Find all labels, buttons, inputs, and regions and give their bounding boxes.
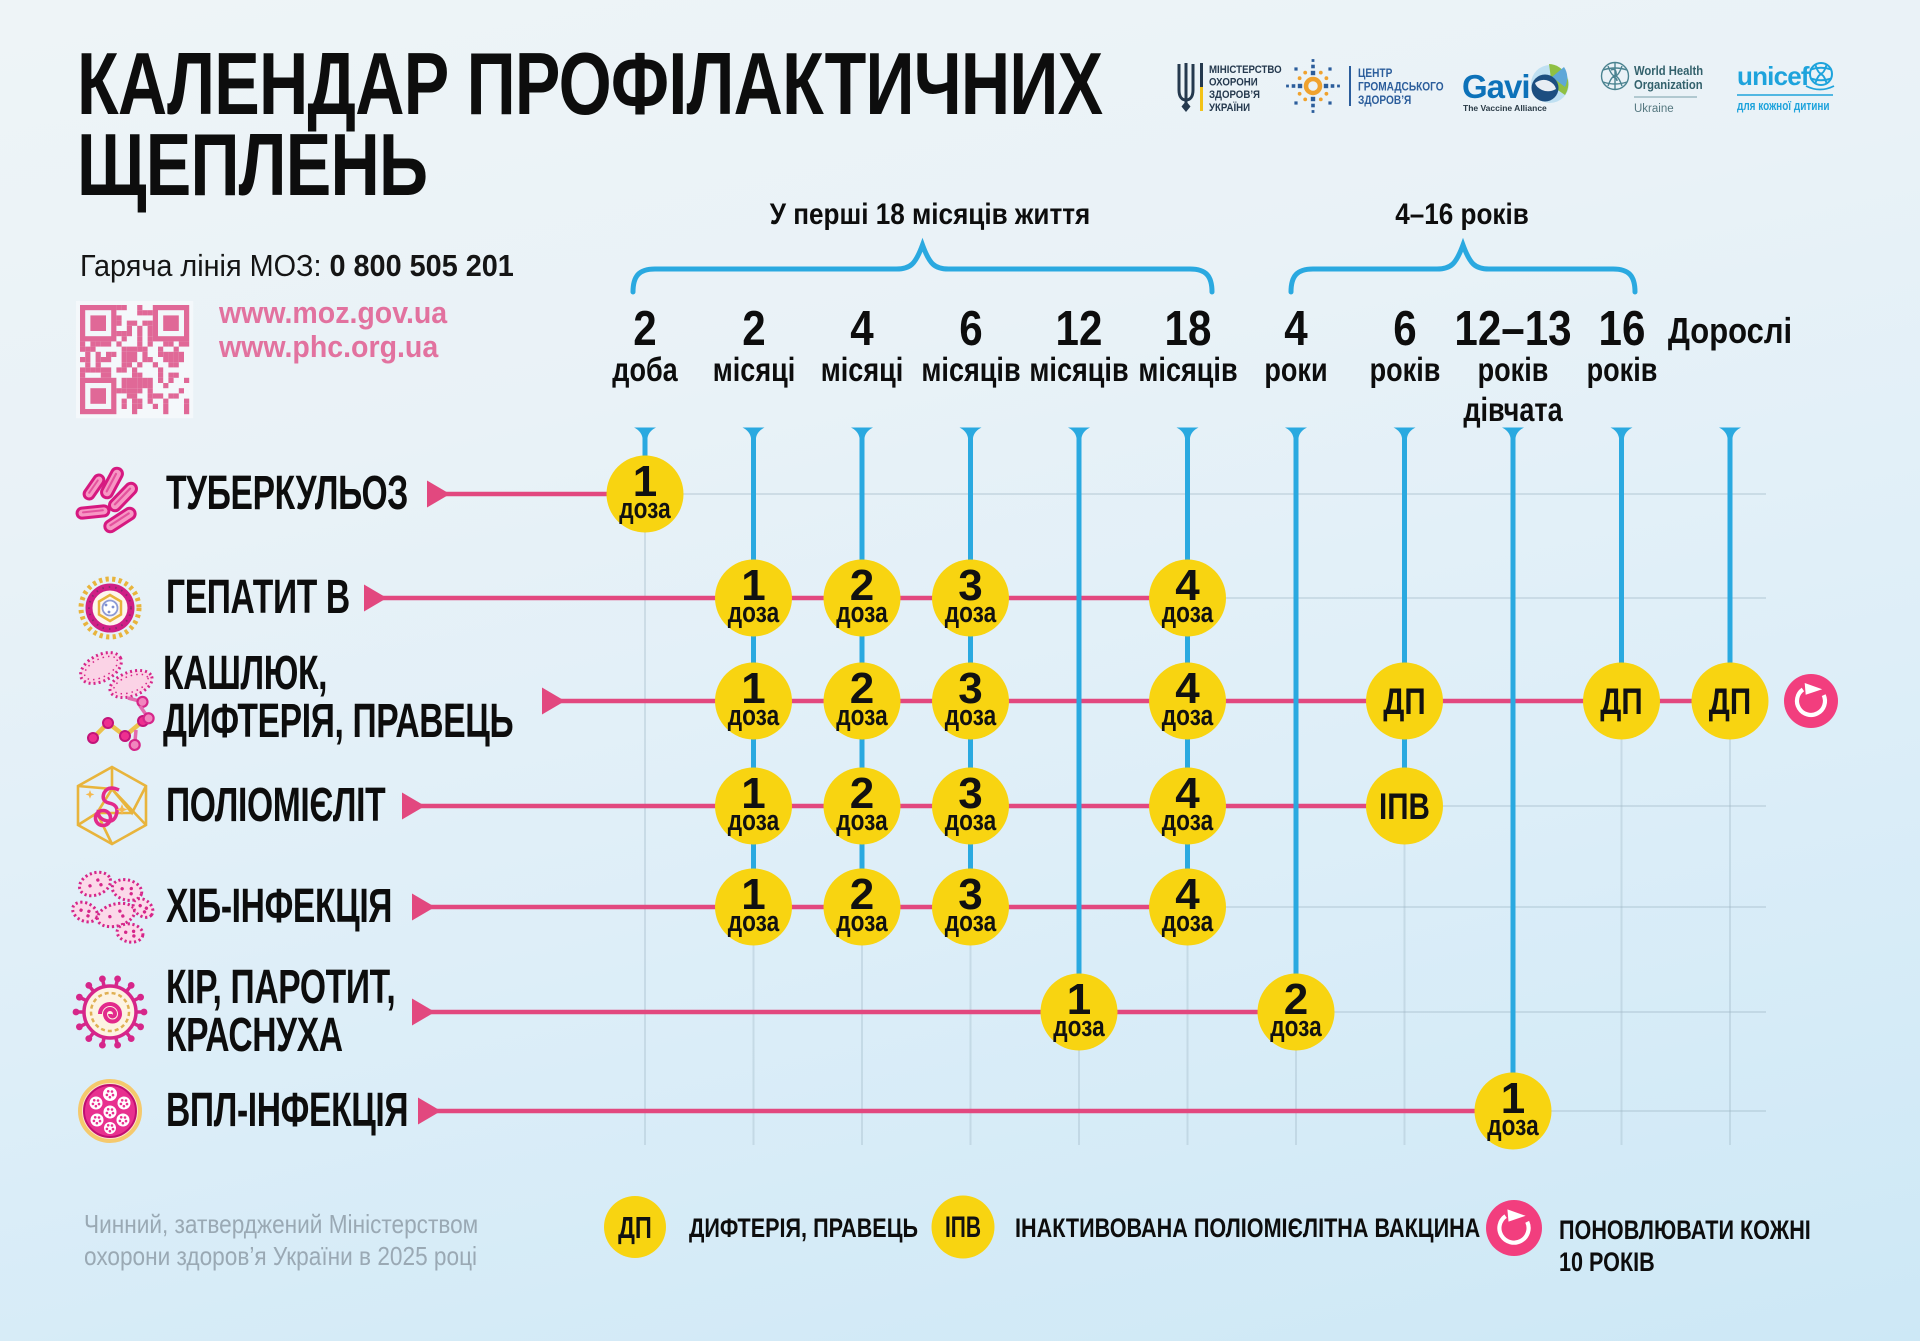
svg-text:доза: доза bbox=[728, 803, 780, 836]
svg-text:1: 1 bbox=[633, 457, 657, 506]
svg-text:2: 2 bbox=[850, 870, 874, 919]
svg-text:доза: доза bbox=[836, 595, 888, 628]
svg-text:доза: доза bbox=[836, 698, 888, 731]
svg-text:ІПВ: ІПВ bbox=[1379, 787, 1430, 828]
svg-text:ЗДОРОВ’Я: ЗДОРОВ’Я bbox=[1358, 94, 1411, 107]
svg-text:The Vaccine Alliance: The Vaccine Alliance bbox=[1463, 103, 1547, 113]
svg-text:1: 1 bbox=[1501, 1074, 1525, 1123]
svg-text:доза: доза bbox=[836, 803, 888, 836]
svg-text:УКРАЇНИ: УКРАЇНИ bbox=[1209, 100, 1250, 114]
svg-text:ОХОРОНИ: ОХОРОНИ bbox=[1209, 77, 1258, 89]
svg-text:ДП: ДП bbox=[1383, 682, 1425, 723]
svg-text:доза: доза bbox=[945, 698, 997, 731]
svg-text:доза: доза bbox=[1162, 698, 1214, 731]
svg-text:для кожної дитини: для кожної дитини bbox=[1737, 100, 1830, 113]
svg-text:доза: доза bbox=[619, 491, 671, 524]
svg-text:1: 1 bbox=[741, 664, 765, 713]
svg-text:доза: доза bbox=[945, 803, 997, 836]
svg-text:3: 3 bbox=[958, 870, 982, 919]
svg-text:2: 2 bbox=[850, 561, 874, 610]
svg-text:доза: доза bbox=[728, 904, 780, 937]
svg-text:доза: доза bbox=[1053, 1009, 1105, 1042]
svg-text:Gavi: Gavi bbox=[1462, 68, 1530, 105]
svg-text:2: 2 bbox=[1284, 975, 1308, 1024]
svg-text:ДП: ДП bbox=[618, 1210, 652, 1245]
svg-text:доза: доза bbox=[836, 904, 888, 937]
svg-text:ДП: ДП bbox=[1600, 682, 1642, 723]
svg-text:1: 1 bbox=[741, 870, 765, 919]
svg-text:Organization: Organization bbox=[1634, 77, 1703, 92]
svg-text:unicef: unicef bbox=[1737, 61, 1810, 91]
svg-text:2: 2 bbox=[850, 769, 874, 818]
svg-text:доза: доза bbox=[1162, 595, 1214, 628]
svg-text:1: 1 bbox=[741, 561, 765, 610]
svg-text:доза: доза bbox=[1487, 1108, 1539, 1141]
svg-text:3: 3 bbox=[958, 769, 982, 818]
svg-text:1: 1 bbox=[741, 769, 765, 818]
svg-text:Ukraine: Ukraine bbox=[1634, 103, 1674, 115]
svg-text:доза: доза bbox=[1162, 904, 1214, 937]
svg-text:доза: доза bbox=[945, 904, 997, 937]
svg-text:ЦЕНТР: ЦЕНТР bbox=[1358, 67, 1392, 80]
svg-text:ЗДОРОВ’Я: ЗДОРОВ’Я bbox=[1209, 90, 1260, 102]
svg-text:1: 1 bbox=[1067, 975, 1091, 1024]
svg-text:4: 4 bbox=[1175, 769, 1200, 818]
svg-text:доза: доза bbox=[728, 595, 780, 628]
svg-text:3: 3 bbox=[958, 664, 982, 713]
svg-text:ІПВ: ІПВ bbox=[945, 1212, 981, 1244]
svg-text:4: 4 bbox=[1175, 561, 1200, 610]
svg-text:доза: доза bbox=[1270, 1009, 1322, 1042]
svg-text:ГРОМАДСЬКОГО: ГРОМАДСЬКОГО bbox=[1358, 81, 1444, 94]
svg-text:ДП: ДП bbox=[1709, 682, 1751, 723]
svg-text:доза: доза bbox=[945, 595, 997, 628]
svg-text:доза: доза bbox=[728, 698, 780, 731]
svg-text:4: 4 bbox=[1175, 664, 1200, 713]
svg-text:World Health: World Health bbox=[1634, 63, 1703, 78]
svg-text:доза: доза bbox=[1162, 803, 1214, 836]
svg-text:2: 2 bbox=[850, 664, 874, 713]
svg-text:МІНІСТЕРСТВО: МІНІСТЕРСТВО bbox=[1209, 65, 1282, 77]
svg-text:4: 4 bbox=[1175, 870, 1200, 919]
svg-text:3: 3 bbox=[958, 561, 982, 610]
